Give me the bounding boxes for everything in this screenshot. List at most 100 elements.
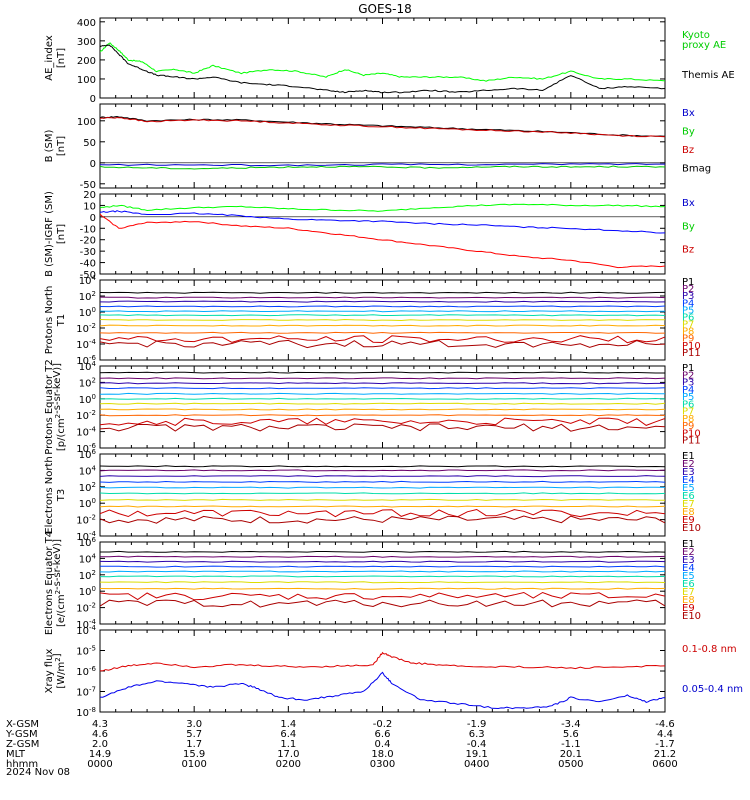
- legend-entry: E9: [682, 515, 695, 526]
- y-tick-label: 400: [77, 18, 96, 29]
- y-tick-label: -40: [80, 259, 96, 270]
- y-tick-label: 10-6: [76, 665, 96, 678]
- y-tick-label: 100: [79, 306, 96, 319]
- legend-entry: E7: [682, 499, 695, 510]
- channel-line: [100, 469, 665, 472]
- y-axis-unit: [nT]: [56, 136, 67, 156]
- channel-line: [100, 335, 665, 344]
- time-row-value: 5.6: [563, 729, 579, 740]
- y-tick-label: -20: [80, 236, 96, 247]
- time-row-value: 0300: [370, 759, 395, 770]
- channel-line: [100, 305, 665, 308]
- legend-entry: proxy AE: [682, 40, 726, 51]
- time-row-value: 18.0: [371, 749, 393, 760]
- y-tick-label: 10-2: [76, 409, 96, 422]
- y-tick-label: 10: [83, 201, 96, 212]
- y-tick-label: 10-6: [76, 442, 96, 455]
- legend-entry: E5: [682, 483, 695, 494]
- y-tick-label: 10-2: [76, 322, 96, 335]
- legend-entry: E3: [682, 467, 695, 478]
- time-row-value: 0200: [276, 759, 301, 770]
- legend-entry: E5: [682, 571, 695, 582]
- legend-entry: E7: [682, 587, 695, 598]
- series-line: [100, 42, 665, 82]
- legend-entry: By: [682, 221, 695, 232]
- y-tick-label: -10: [80, 224, 96, 235]
- legend-entry: 0.1-0.8 nm: [682, 644, 737, 655]
- chart-title: GOES-18: [358, 2, 412, 16]
- legend-entry: E10: [682, 611, 701, 622]
- channel-line: [100, 331, 665, 334]
- y-tick-label: 100: [79, 585, 96, 598]
- time-row-value: 1.1: [280, 739, 296, 750]
- channel-line: [100, 318, 665, 322]
- legend-entry: P1: [682, 277, 694, 288]
- channel-line: [100, 565, 665, 568]
- time-row-value: 0.4: [375, 739, 391, 750]
- channel-line: [100, 414, 665, 417]
- series-line: [100, 165, 665, 170]
- panel-4: 104 102 100 10-2 10-4 10-6 Protons North T1 P1P2…: [44, 274, 701, 367]
- y-axis-unit: [W/m2]: [52, 653, 67, 688]
- legend-entry: P11: [682, 348, 701, 359]
- channel-line: [100, 300, 665, 303]
- time-row-value: -3.4: [561, 719, 581, 730]
- y-tick-label: 0: [90, 159, 96, 170]
- channel-line: [100, 575, 665, 578]
- y-axis-label: B (SM)-IGRF (SM): [44, 191, 55, 277]
- y-axis-unit: [p/(cm2-s-sr-keV)]: [52, 363, 67, 451]
- y-tick-label: 100: [79, 497, 96, 510]
- channel-line: [100, 492, 665, 495]
- time-row-value: 6.4: [280, 729, 296, 740]
- channel-line: [100, 515, 665, 524]
- legend-entry: E2: [682, 459, 695, 470]
- channel-line: [100, 475, 665, 478]
- time-row-value: 20.1: [560, 749, 582, 760]
- time-row-value: 0000: [87, 759, 112, 770]
- channel-line: [100, 599, 665, 608]
- time-row-value: -4.6: [655, 719, 675, 730]
- legend-entry: E8: [682, 595, 695, 606]
- y-tick-label: 10-4: [76, 338, 96, 351]
- channel-line: [100, 465, 665, 468]
- legend-entry: P9: [682, 334, 694, 345]
- y-tick-label: -30: [80, 247, 96, 258]
- y-tick-label: 104: [79, 552, 97, 565]
- y-tick-label: 0: [90, 213, 96, 224]
- channel-line: [100, 555, 665, 558]
- channel-line: [100, 587, 665, 590]
- y-tick-label: 10-4: [76, 530, 96, 543]
- legend-entry: P2: [682, 370, 694, 381]
- channel-line: [100, 486, 665, 489]
- legend-entry: P7: [682, 320, 694, 331]
- time-row-value: 5.7: [186, 729, 202, 740]
- y-tick-label: 104: [79, 274, 97, 287]
- y-tick-label: 104: [79, 464, 97, 477]
- y-tick-label: 102: [79, 569, 96, 582]
- legend-entry: P5: [682, 392, 694, 403]
- channel-line: [100, 480, 665, 483]
- time-row-value: 0400: [464, 759, 489, 770]
- channel-line: [100, 402, 665, 405]
- channel-line: [100, 314, 665, 317]
- legend-entry: Bz: [682, 245, 694, 256]
- time-row-value: -1.7: [655, 739, 675, 750]
- legend-entry: P8: [682, 327, 694, 338]
- y-axis-label: Electrons Equator T4: [44, 531, 55, 635]
- channel-line: [100, 508, 665, 518]
- y-tick-label: 10-6: [76, 354, 96, 367]
- channel-line: [100, 382, 665, 385]
- y-axis-label: B (SM): [44, 129, 55, 162]
- time-row-value: 17.0: [277, 749, 299, 760]
- legend-entry: E4: [682, 563, 695, 574]
- legend-entry: E8: [682, 507, 695, 518]
- y-tick-label: 10-2: [76, 514, 96, 527]
- time-row-value: 4.4: [657, 729, 673, 740]
